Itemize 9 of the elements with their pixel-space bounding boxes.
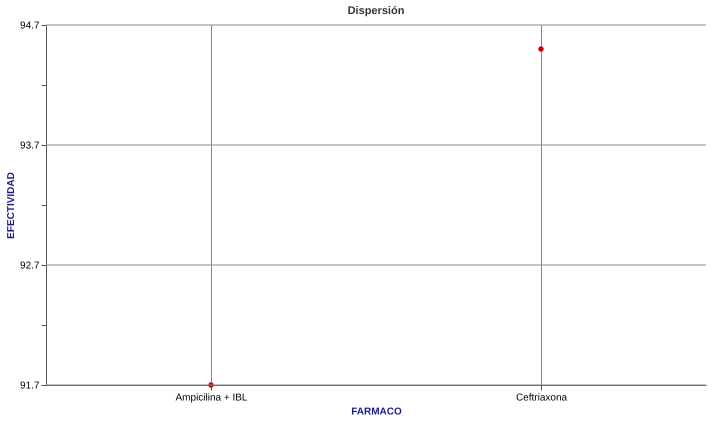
x-tick-label: Ceftriaxona bbox=[516, 392, 568, 404]
x-axis-title: FARMACO bbox=[351, 406, 402, 418]
y-tick-label: 93.7 bbox=[20, 140, 40, 152]
y-tick-label: 92.7 bbox=[20, 260, 40, 272]
y-axis-title: EFECTIVIDAD bbox=[6, 172, 18, 239]
y-tick-label: 94.7 bbox=[20, 20, 40, 32]
x-tick-label: Ampicilina + IBL bbox=[176, 392, 248, 404]
y-tick-label: 91.7 bbox=[20, 380, 40, 392]
chart-title: Dispersión bbox=[348, 5, 405, 17]
